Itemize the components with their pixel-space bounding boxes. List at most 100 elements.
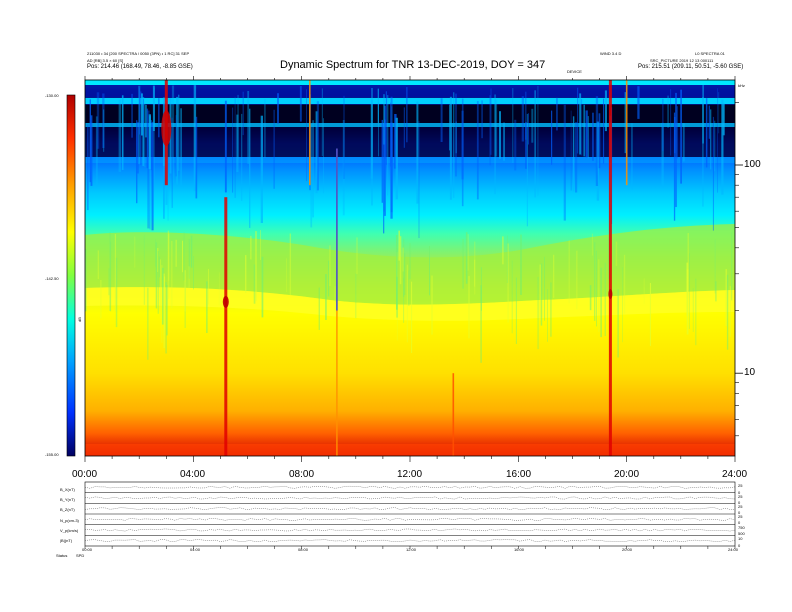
texture-streak (383, 122, 385, 212)
texture-streak (343, 95, 345, 179)
panel-trace (84, 517, 736, 521)
texture-streak (705, 98, 708, 168)
texture-streak (468, 276, 470, 339)
texture-streak (158, 98, 160, 138)
texture-streak (461, 98, 464, 207)
texture-streak (722, 103, 725, 136)
texture-streak (383, 94, 385, 145)
x-tick-label-3: 12:00 (397, 469, 423, 480)
texture-streak (594, 242, 596, 321)
texture-streak (603, 98, 605, 164)
texture-streak (617, 289, 619, 358)
texture-streak (138, 87, 140, 135)
texture-streak (556, 97, 558, 131)
texture-streak (383, 123, 385, 234)
radio-burst (309, 80, 311, 186)
texture-streak (431, 275, 433, 335)
header-right-line1: L0 SPECTRA 01 (695, 51, 725, 56)
texture-streak (90, 115, 93, 186)
texture-streak (141, 93, 143, 136)
texture-streak (595, 96, 599, 186)
texture-streak (418, 121, 420, 239)
texture-streak (403, 107, 405, 148)
texture-streak (306, 89, 307, 182)
texture-streak (247, 91, 250, 164)
x-tick-label-6: 24:00 (722, 469, 748, 480)
radio-burst (625, 80, 628, 186)
panel-label-np: N_p(cm-3) (60, 518, 79, 523)
bottom-panels (84, 485, 736, 549)
corner-unit-label: kHz (738, 83, 745, 88)
texture-streak (714, 239, 716, 294)
texture-streak (167, 114, 169, 221)
texture-streak (540, 263, 543, 326)
texture-streak (193, 256, 194, 290)
texture-streak (115, 257, 118, 328)
texture-streak (544, 256, 545, 321)
texture-streak (286, 258, 287, 293)
texture-streak (721, 99, 724, 195)
texture-streak (662, 98, 664, 152)
x-tick-label-1: 04:00 (180, 469, 206, 480)
texture-streak (206, 281, 208, 333)
panel-trace (84, 528, 736, 532)
texture-streak (520, 234, 522, 295)
panel-trace (84, 496, 736, 500)
panel-x-tick-label: 16:00 (514, 547, 525, 552)
texture-streak (406, 264, 408, 343)
texture-streak (692, 288, 694, 332)
texture-streak (289, 233, 291, 296)
texture-streak (180, 108, 182, 187)
texture-streak (159, 259, 162, 320)
header-right-line2: SRC_PICTURE 2019 12 13 000111 (650, 58, 714, 63)
texture-streak (506, 235, 508, 283)
texture-streak (150, 120, 152, 171)
texture-streak (323, 118, 324, 194)
texture-streak (455, 93, 457, 177)
texture-streak (147, 110, 150, 229)
panel-right-label: 750 (738, 525, 745, 530)
texture-streak (384, 105, 386, 216)
texture-streak (193, 85, 197, 191)
texture-streak (674, 117, 676, 154)
texture-streak (507, 243, 509, 323)
texture-streak (589, 285, 592, 311)
texture-streak (118, 99, 121, 172)
texture-streak (676, 106, 678, 159)
texture-streak (385, 91, 387, 165)
texture-streak (550, 282, 552, 337)
radio-burst (224, 197, 228, 456)
texture-streak (299, 86, 302, 122)
spectrogram-band (85, 123, 735, 127)
texture-streak (157, 250, 159, 314)
texture-streak (539, 264, 542, 321)
texture-streak (100, 279, 102, 319)
footer-small-label: SPD (76, 553, 85, 558)
panel-right-label: 10 (738, 536, 743, 541)
texture-streak (531, 108, 534, 143)
texture-streak (455, 121, 457, 154)
texture-streak (667, 95, 669, 128)
texture-streak (157, 248, 159, 272)
texture-streak (260, 115, 263, 223)
texture-streak (702, 85, 704, 144)
texture-streak (643, 278, 645, 304)
texture-streak (416, 101, 419, 204)
texture-streak (476, 101, 479, 200)
texture-streak (637, 86, 640, 119)
spectrogram-band (85, 105, 735, 123)
texture-streak (315, 111, 318, 194)
texture-streak (526, 113, 528, 227)
panel-x-tick-label: 04:00 (190, 547, 201, 552)
texture-streak (245, 255, 247, 293)
panel-x-tick-label: 08:00 (298, 547, 309, 552)
texture-streak (377, 88, 379, 123)
texture-streak (731, 231, 733, 301)
texture-streak (592, 112, 594, 161)
texture-streak (577, 87, 579, 154)
texture-streak (682, 123, 685, 162)
texture-streak (695, 278, 697, 346)
x-tick-label-2: 08:00 (289, 469, 315, 480)
texture-streak (143, 234, 145, 305)
